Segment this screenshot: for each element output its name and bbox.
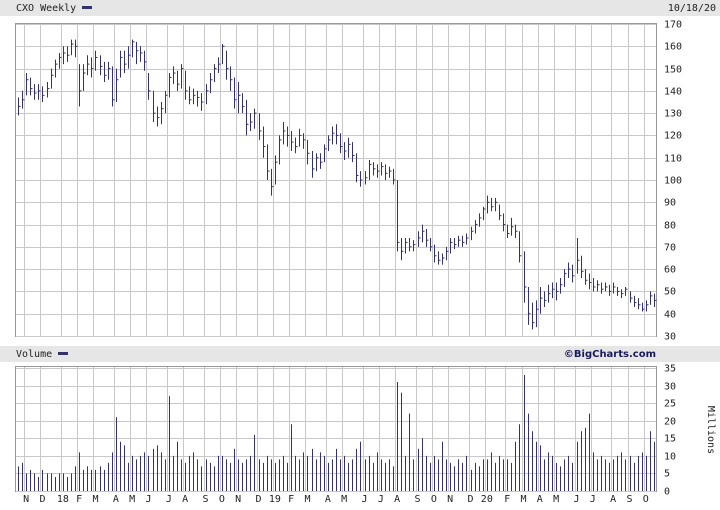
y-tick-label: 160 xyxy=(664,42,682,53)
y-tick-label: 100 xyxy=(664,176,682,187)
x-tick-label: J xyxy=(573,494,579,505)
y-tick-label: 10 xyxy=(664,452,676,463)
x-tick-label: D xyxy=(39,494,45,505)
chart-title: CXO Weekly xyxy=(16,3,76,14)
x-tick-label: A xyxy=(537,494,543,505)
y-tick-label: 5 xyxy=(664,469,670,480)
x-tick-label: J xyxy=(362,494,368,505)
y-tick-label: 130 xyxy=(664,109,682,120)
x-tick-label: D xyxy=(468,494,474,505)
volume-header-band xyxy=(0,346,720,362)
x-tick-label: A xyxy=(610,494,616,505)
y-tick-label: 0 xyxy=(664,487,670,498)
y-tick-label: 150 xyxy=(664,65,682,76)
y-axis-label: Millions xyxy=(705,406,716,454)
x-tick-label: M xyxy=(521,494,527,505)
header-band xyxy=(0,0,720,16)
legend-swatch xyxy=(58,352,68,355)
x-tick-label: S xyxy=(415,494,421,505)
y-tick-label: 80 xyxy=(664,221,676,232)
y-tick-label: 15 xyxy=(664,434,676,445)
x-tick-label: F xyxy=(288,494,294,505)
y-tick-label: 120 xyxy=(664,131,682,142)
x-tick-label: A xyxy=(325,494,331,505)
x-tick-label: F xyxy=(504,494,510,505)
x-tick-label: M xyxy=(129,494,135,505)
x-tick-label: F xyxy=(76,494,82,505)
y-tick-label: 30 xyxy=(664,382,676,393)
y-tick-label: 30 xyxy=(664,332,676,343)
x-tick-label: 19 xyxy=(269,494,281,505)
x-tick-label: M xyxy=(304,494,310,505)
x-tick-label: N xyxy=(23,494,29,505)
x-tick-label: A xyxy=(113,494,119,505)
y-tick-label: 140 xyxy=(664,87,682,98)
x-tick-label: A xyxy=(394,494,400,505)
y-tick-label: 90 xyxy=(664,198,676,209)
y-tick-label: 170 xyxy=(664,20,682,31)
y-tick-label: 110 xyxy=(664,154,682,165)
y-tick-label: 50 xyxy=(664,287,676,298)
y-tick-label: 35 xyxy=(664,364,676,375)
x-tick-label: J xyxy=(378,494,384,505)
x-tick-label: S xyxy=(203,494,209,505)
x-tick-label: D xyxy=(256,494,262,505)
x-tick-label: 20 xyxy=(481,494,493,505)
x-tick-label: M xyxy=(341,494,347,505)
x-tick-label: J xyxy=(145,494,151,505)
x-tick-label: N xyxy=(235,494,241,505)
y-tick-label: 25 xyxy=(664,399,676,410)
y-tick-label: 40 xyxy=(664,310,676,321)
x-tick-label: J xyxy=(590,494,596,505)
legend-swatch xyxy=(82,6,92,9)
x-tick-label: A xyxy=(182,494,188,505)
x-tick-label: 18 xyxy=(57,494,69,505)
x-tick-label: S xyxy=(626,494,632,505)
y-tick-label: 60 xyxy=(664,265,676,276)
x-tick-label: M xyxy=(92,494,98,505)
x-tick-label: O xyxy=(643,494,649,505)
source: ©BigCharts.com xyxy=(564,349,656,360)
x-tick-label: O xyxy=(219,494,225,505)
volume-title: Volume xyxy=(16,349,52,360)
x-tick-label: N xyxy=(447,494,453,505)
x-tick-label: O xyxy=(431,494,437,505)
date-label: 10/18/20 xyxy=(668,3,716,14)
x-tick-label: M xyxy=(553,494,559,505)
y-tick-label: 20 xyxy=(664,417,676,428)
x-tick-label: J xyxy=(166,494,172,505)
y-tick-label: 70 xyxy=(664,243,676,254)
